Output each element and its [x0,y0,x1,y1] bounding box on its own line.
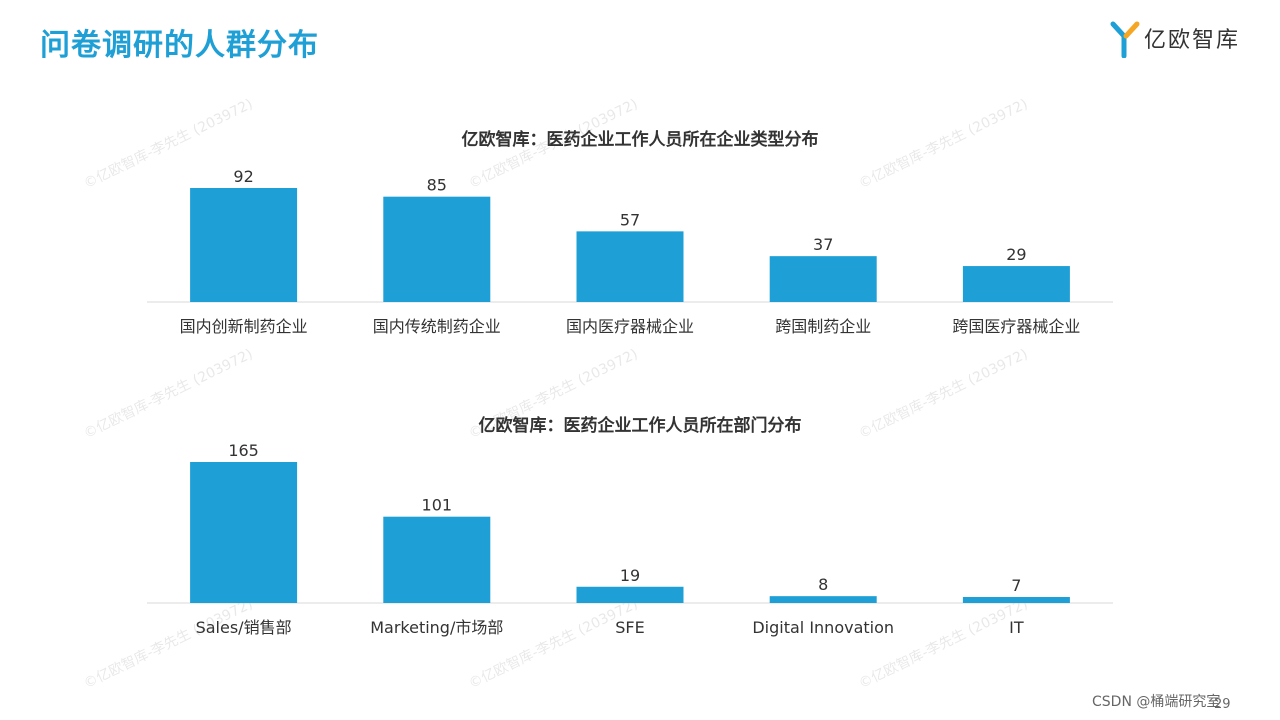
chart-1-title: 亿欧智库：医药企业工作人员所在企业类型分布 [461,130,819,150]
data-label: 8 [818,575,828,594]
bar [962,597,1070,603]
bar [383,196,491,302]
data-label: 101 [422,496,453,515]
category-tick-label: SFE [615,618,644,637]
data-label: 7 [1011,576,1021,595]
chart-2-title: 亿欧智库：医药企业工作人员所在部门分布 [478,416,802,436]
data-label: 165 [228,441,259,460]
page-number: 29 [1214,697,1231,712]
category-tick-label: 跨国医疗器械企业 [952,317,1080,336]
bar [576,586,684,603]
bar [769,596,877,603]
data-label: 29 [1006,245,1026,264]
page-title: 问卷调研的人群分布 [40,28,319,63]
brand-logo: 亿欧智库 [1110,18,1260,58]
bar [190,188,298,302]
data-label: 57 [620,210,640,229]
category-tick-label: 国内传统制药企业 [373,317,501,336]
logo-mark-icon [1110,21,1140,58]
category-tick-label: Marketing/市场部 [370,618,503,637]
bar [769,256,877,302]
footer-credit: CSDN @桶端研究室 [1092,694,1221,710]
logo-text: 亿欧智库 [1144,28,1241,53]
category-tick-label: Digital Innovation [752,618,894,637]
category-tick-label: Sales/销售部 [196,618,292,637]
bar [576,231,684,302]
category-tick-label: 国内医疗器械企业 [566,317,694,336]
category-tick-label: 国内创新制药企业 [180,317,308,336]
data-label: 92 [233,167,253,186]
category-tick-label: IT [1009,618,1024,637]
data-label: 19 [620,566,640,585]
bar [383,516,491,603]
category-tick-label: 跨国制药企业 [775,317,871,336]
data-label: 37 [813,235,833,254]
bar [962,266,1070,302]
data-label: 85 [427,176,447,195]
bar [190,462,298,603]
